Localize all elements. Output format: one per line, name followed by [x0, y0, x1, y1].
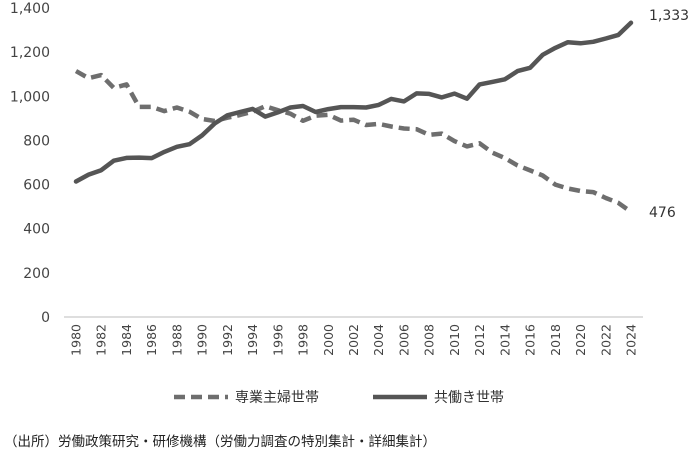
- legend-label-0: 専業主婦世帯: [235, 389, 319, 406]
- x-tick-label: 2002: [346, 324, 361, 356]
- x-tick-label: 1980: [69, 324, 84, 356]
- y-tick-label: 1,000: [10, 89, 50, 105]
- x-tick-label: 2016: [523, 324, 538, 356]
- x-tick-label: 2000: [321, 324, 336, 356]
- y-tick-label: 1,200: [10, 45, 50, 61]
- x-tick-label: 2010: [447, 324, 462, 356]
- x-tick-label: 2020: [573, 324, 588, 356]
- series-lines: [73, 20, 634, 214]
- y-tick-label: 1,400: [10, 1, 50, 17]
- x-tick-label: 2024: [624, 324, 639, 356]
- series-line-0: [74, 69, 633, 214]
- series-line-1: [73, 20, 634, 184]
- y-tick-label: 0: [41, 310, 50, 326]
- y-tick-label: 600: [23, 178, 50, 194]
- series-end-labels: 476 1,333: [649, 8, 689, 221]
- x-axis-tick-labels: 1980 1982 1984 1986 1988 1990 1992 1994 1996 1998…: [69, 324, 639, 356]
- x-tick-label: 1986: [144, 324, 159, 356]
- y-axis-tick-labels: 0 200 400 600 800 1,000 1,200 1,400: [10, 1, 50, 326]
- x-tick-label: 2008: [422, 324, 437, 356]
- x-tick-label: 1990: [195, 324, 210, 356]
- y-tick-label: 400: [23, 222, 50, 238]
- legend-label-1: 共働き世帯: [434, 390, 504, 406]
- x-tick-label: 2004: [371, 324, 386, 356]
- y-tick-label: 800: [23, 133, 50, 149]
- x-tick-label: 2022: [598, 324, 613, 356]
- legend: 専業主婦世帯 共働き世帯: [174, 389, 504, 406]
- series-end-label: 476: [649, 205, 676, 221]
- x-tick-label: 1988: [169, 324, 184, 356]
- x-tick-label: 1992: [220, 324, 235, 356]
- x-tick-label: 2014: [497, 324, 512, 356]
- series-end-label: 1,333: [649, 8, 689, 24]
- x-tick-label: 2018: [548, 324, 563, 356]
- x-tick-label: 1994: [245, 324, 260, 356]
- source-note: （出所）労働政策研究・研修機構（労働力調査の特別集計・詳細集計）: [4, 434, 436, 450]
- x-tick-label: 2012: [472, 324, 487, 356]
- x-tick-label: 2006: [396, 324, 411, 356]
- x-tick-label: 1982: [94, 324, 109, 356]
- y-tick-label: 200: [23, 266, 50, 282]
- x-tick-label: 1996: [270, 324, 285, 356]
- x-tick-label: 1984: [119, 324, 134, 356]
- x-tick-label: 1998: [296, 324, 311, 356]
